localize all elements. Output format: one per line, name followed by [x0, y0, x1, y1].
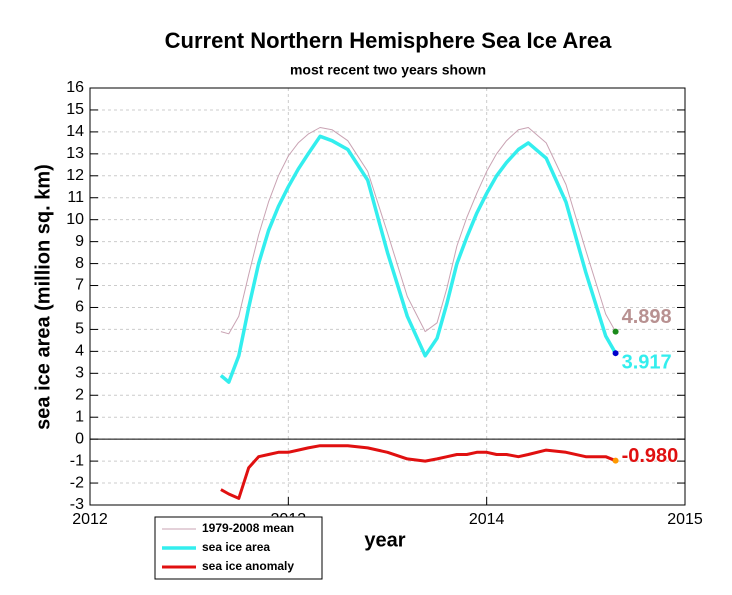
y-tick-label: 3 — [75, 365, 84, 382]
legend-label: sea ice anomaly — [202, 559, 294, 573]
y-tick-label: -2 — [70, 474, 84, 491]
value-label: 4.898 — [622, 306, 672, 328]
y-tick-label: -3 — [70, 496, 84, 513]
y-tick-label: 6 — [75, 299, 84, 316]
x-axis-label: year — [364, 529, 405, 551]
end-marker — [612, 350, 619, 357]
y-tick-label: 9 — [75, 233, 84, 250]
chart-subtitle: most recent two years shown — [290, 62, 486, 78]
y-tick-label: 12 — [66, 167, 84, 184]
legend-label: sea ice area — [202, 540, 270, 554]
y-tick-label: 11 — [67, 189, 84, 206]
legend: 1979-2008 mean sea ice area sea ice anomal… — [154, 516, 323, 580]
y-tick-label: 15 — [66, 101, 84, 118]
x-tick-label: 2014 — [469, 511, 505, 528]
value-label: -0.980 — [622, 445, 679, 467]
chart-title: Current Northern Hemisphere Sea Ice Area — [165, 28, 612, 53]
end-marker — [612, 457, 619, 464]
y-axis-label: sea ice area (million sq. km) — [32, 164, 54, 430]
value-label: 3.917 — [622, 351, 672, 373]
series-line — [220, 127, 617, 335]
y-tick-label: -1 — [70, 452, 84, 469]
y-tick-label: 7 — [75, 277, 84, 294]
y-tick-label: 13 — [66, 145, 84, 162]
end-marker — [612, 328, 619, 335]
y-tick-label: 0 — [75, 430, 84, 447]
y-tick-label: 14 — [66, 123, 84, 140]
series-line — [219, 134, 618, 384]
x-tick-label: 2012 — [72, 511, 108, 528]
y-tick-label: 16 — [66, 79, 84, 96]
plot-frame — [89, 87, 686, 506]
y-tick-label: 10 — [66, 211, 84, 228]
y-tick-label: 8 — [75, 255, 84, 272]
legend-label: 1979-2008 mean — [202, 521, 294, 535]
y-tick-label: 1 — [75, 408, 84, 425]
y-tick-label: 5 — [75, 321, 84, 338]
y-tick-label: 4 — [75, 343, 84, 360]
x-tick-label: 2015 — [667, 511, 703, 528]
series-line — [220, 444, 617, 500]
y-tick-label: 2 — [75, 386, 84, 403]
